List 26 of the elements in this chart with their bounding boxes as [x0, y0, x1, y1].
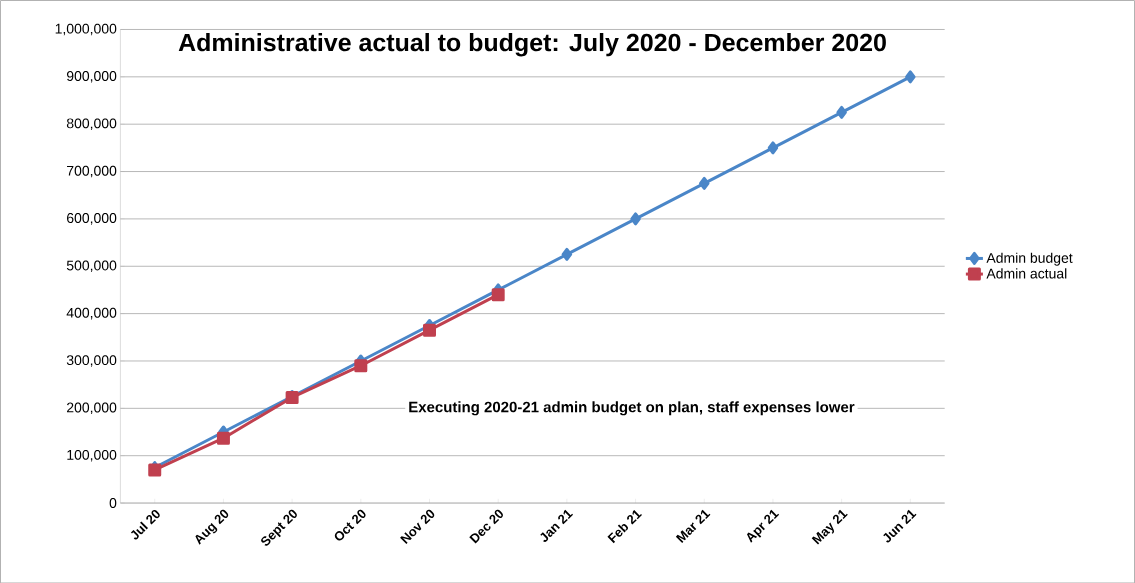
x-tick-label: Jan 21 — [540, 509, 574, 542]
x-tick-label: Jun 21 — [883, 509, 917, 543]
x-tick-label: Oct 20 — [334, 509, 366, 541]
legend-label: Admin actual — [986, 268, 1067, 279]
annotation: Executing 2020-21 admin budget on plan, staff expenses lower — [409, 401, 855, 416]
x-tick-label: Dec 20 — [469, 509, 503, 544]
legend-label: Admin budget — [986, 252, 1073, 266]
y-tick-label: 300,000 — [66, 354, 117, 367]
x-tick-label: Aug 20 — [195, 509, 229, 545]
y-tick-label: 0 — [109, 497, 117, 508]
chart-title: Administrative actual to budget: July 2020 - December 2020 — [178, 32, 886, 57]
y-tick-label: 1,000,000 — [55, 23, 117, 36]
y-tick-label: 100,000 — [67, 449, 117, 462]
y-tick-label: 900,000 — [66, 70, 117, 83]
x-tick-label: Apr 21 — [747, 509, 780, 543]
x-tick-label: Nov 20 — [400, 509, 435, 544]
x-tick-label: Mar 21 — [675, 509, 711, 543]
x-tick-label: May 21 — [811, 509, 848, 545]
y-tick-label: 700,000 — [67, 165, 117, 178]
x-tick-label: Jul 20 — [130, 509, 160, 540]
y-tick-label: 600,000 — [67, 212, 117, 225]
y-tick-label: 500,000 — [66, 260, 117, 272]
y-tick-label: 400,000 — [66, 307, 117, 320]
y-tick-label: 800,000 — [66, 118, 117, 130]
x-tick-label: Feb 21 — [607, 509, 642, 543]
y-tick-label: 200,000 — [67, 402, 117, 414]
